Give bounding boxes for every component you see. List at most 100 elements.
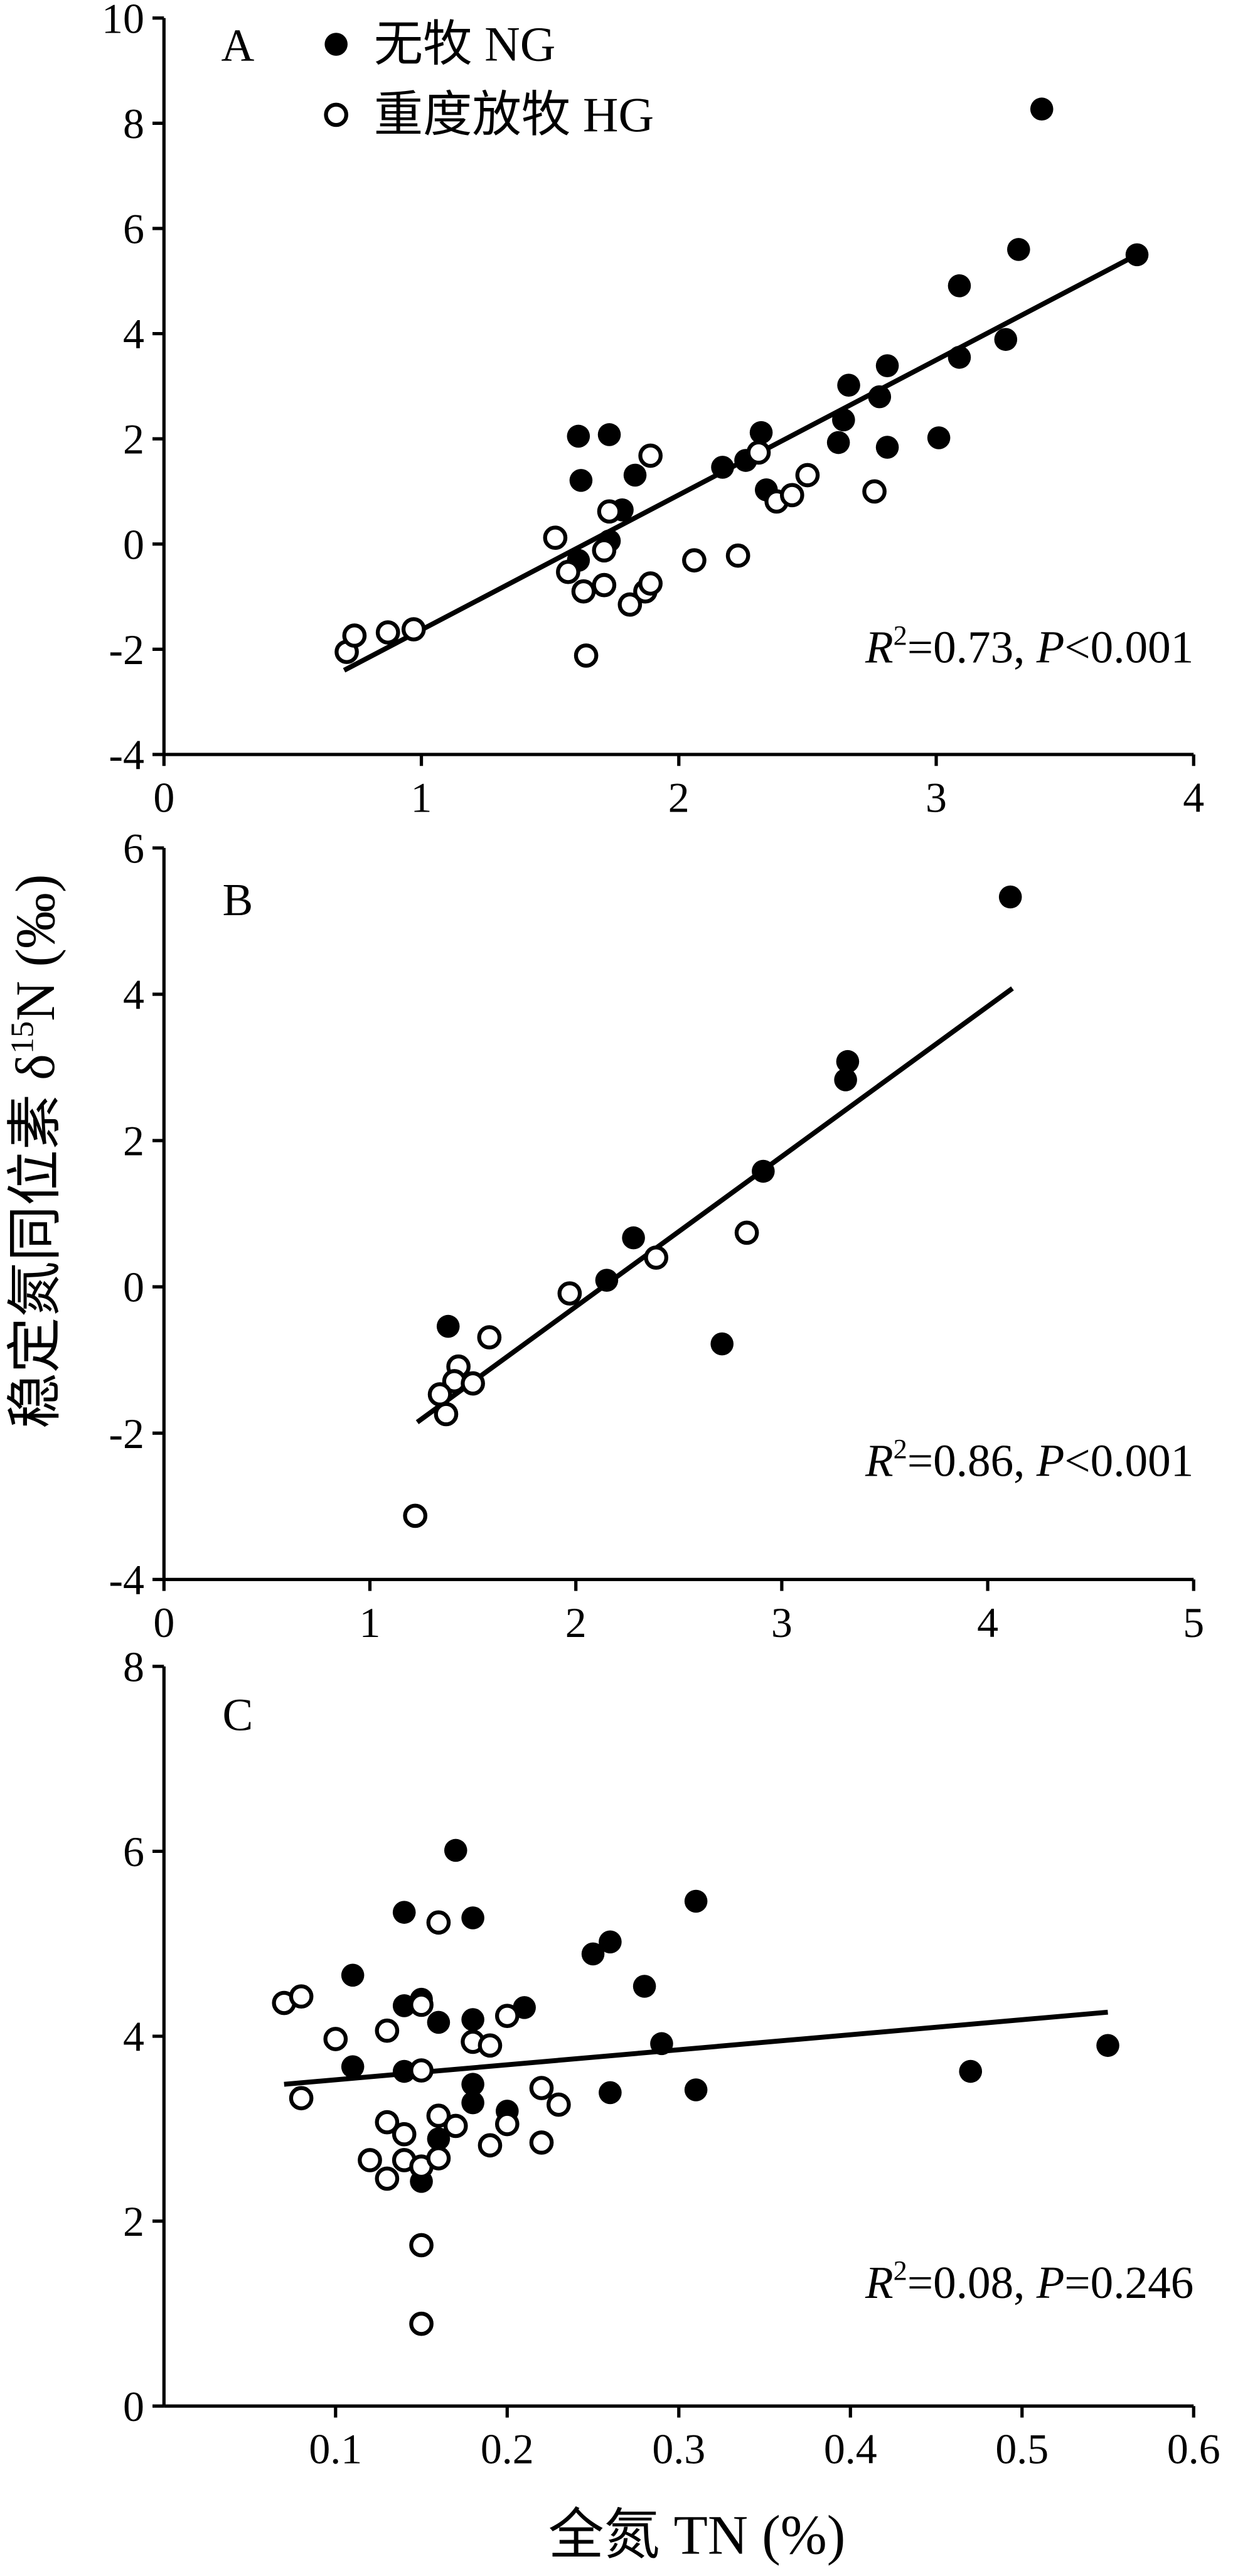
- hg-data-point: [734, 1220, 759, 1245]
- r-squared-value: =0.08,: [907, 2257, 1037, 2308]
- hg-data-point: [409, 1992, 434, 2017]
- hg-data-point: [409, 2311, 434, 2336]
- regression-line: [415, 986, 1014, 1424]
- y-tick-label: 2: [123, 416, 144, 463]
- y-tick-label: -4: [109, 1556, 144, 1604]
- hg-data-point: [409, 2233, 434, 2258]
- x-tick-label: 3: [771, 1599, 793, 1646]
- hg-data-point: [682, 548, 707, 573]
- r-squared-exponent: 2: [894, 2255, 907, 2286]
- hg-data-point: [392, 2122, 417, 2147]
- ng-data-point: [826, 431, 850, 454]
- ng-data-point: [927, 426, 951, 449]
- r-squared-value: =0.73,: [907, 622, 1037, 673]
- legend-marker-ng: [324, 33, 348, 56]
- x-tick-label: 2: [668, 773, 690, 821]
- y-tick-label: 4: [123, 2013, 144, 2061]
- ng-data-point: [567, 424, 590, 448]
- hg-data-point: [342, 623, 367, 648]
- p-value: =0.246: [1064, 2257, 1193, 2308]
- hg-data-point: [494, 2112, 520, 2137]
- y-tick-label: 8: [123, 100, 144, 148]
- hg-data-point: [779, 483, 804, 508]
- hg-data-point: [617, 592, 643, 617]
- x-tick-label: 2: [565, 1599, 587, 1646]
- y-tick-label: 0: [123, 1264, 144, 1311]
- ng-data-point: [1030, 97, 1054, 121]
- ng-data-point: [684, 2078, 708, 2101]
- hg-data-point: [289, 1984, 314, 2009]
- legend: 无牧 NG 重度放牧 HG: [324, 17, 654, 142]
- hg-data-point: [478, 2033, 503, 2058]
- x-tick-label: 0.5: [995, 2425, 1049, 2473]
- ng-data-point: [341, 1963, 365, 1987]
- fit-statistics: R2=0.73, P<0.001: [865, 620, 1193, 673]
- p-value: <0.001: [1064, 1436, 1193, 1486]
- hg-data-point: [597, 499, 622, 524]
- y-tick-label: 4: [123, 971, 144, 1019]
- hg-data-point: [375, 620, 400, 645]
- hg-data-point: [638, 443, 663, 468]
- hg-data-point: [323, 2027, 348, 2051]
- hg-data-point: [477, 1325, 502, 1350]
- fit-statistics: R2=0.08, P=0.246: [865, 2255, 1193, 2308]
- ng-data-point: [684, 1889, 708, 1913]
- fit-statistics: R2=0.86, P<0.001: [865, 1433, 1193, 1486]
- hg-data-point: [547, 2092, 571, 2117]
- ng-data-point: [392, 1901, 416, 1924]
- ng-data-point: [834, 1068, 857, 1092]
- x-tick-label: 0.2: [481, 2425, 534, 2473]
- r-squared-symbol: R: [865, 2257, 894, 2308]
- y-axis-title: 稳定氮同位素 δ15N (‰): [4, 874, 67, 1429]
- hg-data-point: [862, 479, 887, 504]
- ng-data-point: [959, 2059, 983, 2083]
- ng-data-point: [581, 1942, 605, 1966]
- ng-data-point: [427, 2127, 451, 2150]
- ng-data-point: [650, 2032, 673, 2056]
- hg-data-point: [795, 463, 820, 488]
- r-squared-exponent: 2: [894, 1433, 907, 1464]
- hg-data-point: [529, 2076, 554, 2100]
- ng-data-point: [1125, 243, 1149, 267]
- ng-data-point: [837, 373, 860, 397]
- y-tick-label: -4: [109, 731, 144, 779]
- hg-data-point: [638, 571, 663, 596]
- legend-label: 无牧 NG: [374, 17, 556, 72]
- x-tick-label: 0: [153, 773, 174, 821]
- ng-data-point: [623, 463, 647, 487]
- y-tick-label: 0: [123, 2383, 144, 2430]
- ng-data-point: [752, 1159, 775, 1183]
- ng-data-point: [597, 423, 621, 446]
- y-tick-label: 2: [123, 1117, 144, 1165]
- y-tick-label: 0: [123, 520, 144, 568]
- x-tick-label: 5: [1183, 1599, 1204, 1646]
- hg-data-point: [358, 2148, 382, 2172]
- r-squared-exponent: 2: [894, 620, 907, 651]
- y-axis-title-superscript: 15: [4, 1021, 40, 1054]
- ng-data-point: [994, 328, 1018, 352]
- hg-data-point: [375, 2110, 400, 2135]
- p-symbol: P: [1036, 2257, 1065, 2308]
- x-tick-label: 4: [977, 1599, 998, 1646]
- y-tick-label: 10: [102, 0, 144, 42]
- ng-data-point: [947, 345, 971, 369]
- ng-data-point: [947, 274, 971, 298]
- y-axis-title-main: 稳定氮同位素 δ: [5, 1054, 67, 1429]
- hg-data-point: [557, 1281, 582, 1306]
- hg-data-point: [401, 617, 426, 641]
- y-tick-label: 6: [123, 1828, 144, 1876]
- p-symbol: P: [1036, 622, 1065, 673]
- hg-data-point: [289, 2086, 314, 2111]
- ng-data-point: [436, 1314, 460, 1338]
- y-tick-label: 2: [123, 2198, 144, 2245]
- hg-data-point: [494, 2004, 520, 2028]
- ng-data-point: [599, 1930, 622, 1954]
- hg-data-point: [529, 2130, 554, 2155]
- hg-data-point: [375, 2166, 400, 2191]
- panel-label: A: [221, 20, 254, 71]
- legend-marker-hg: [324, 102, 349, 127]
- ng-data-point: [711, 456, 734, 479]
